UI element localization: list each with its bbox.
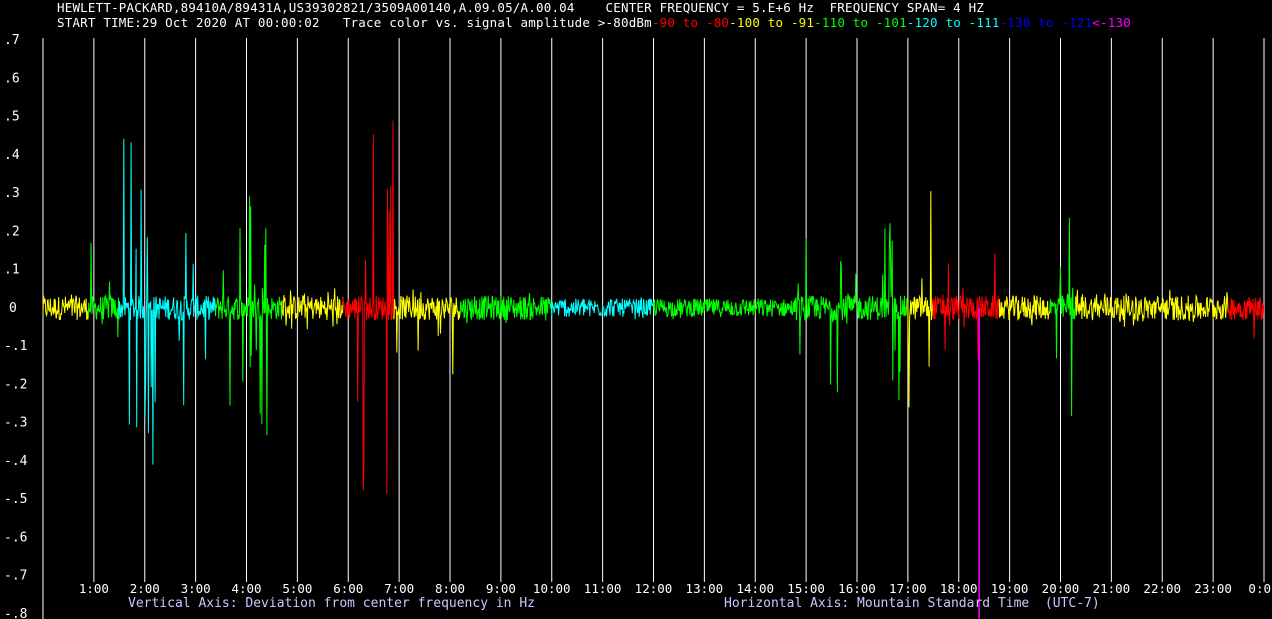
y-tick-label: -.1: [4, 339, 27, 354]
trace-segment: [174, 232, 217, 406]
y-tick-label: -.5: [4, 492, 27, 507]
x-tick-label: 12:00: [635, 581, 673, 596]
y-tick-label: .4: [4, 148, 20, 163]
x-tick-label: 22:00: [1143, 581, 1181, 596]
legend-segment: -120 to -111: [906, 15, 1000, 30]
y-tick-label: -.8: [4, 607, 27, 619]
trace-segment: [1049, 217, 1076, 417]
x-tick-label: 9:00: [486, 581, 516, 596]
legend-segment: -100 to -91: [729, 15, 815, 30]
trace-segment: [1075, 289, 1229, 327]
trace-segment: [459, 292, 552, 324]
trace-segment: [87, 242, 120, 338]
x-tick-label: 6:00: [333, 581, 363, 596]
horizontal-axis-title: Horizontal Axis: Mountain Standard Time …: [724, 596, 1100, 611]
color-legend: -90 to -80-100 to -91-110 to -101-120 to…: [652, 15, 1131, 30]
x-tick-label: 18:00: [940, 581, 978, 596]
legend-prefix: Trace color vs. signal amplitude >-80dBm: [342, 15, 652, 30]
x-tick-label: 14:00: [736, 581, 774, 596]
x-tick-label: 3:00: [181, 581, 211, 596]
trace-segment: [393, 289, 461, 375]
trace-segment: [215, 196, 283, 436]
signal-trace: [42, 120, 1265, 494]
x-tick-label: 1:00: [79, 581, 109, 596]
trace-segment: [42, 294, 89, 321]
legend-segment: -90 to -80: [651, 15, 730, 30]
x-tick-label: 4:00: [231, 581, 261, 596]
y-tick-label: -.2: [4, 377, 27, 392]
y-tick-label: .3: [4, 186, 20, 201]
trace-segment: [118, 138, 176, 465]
start-time: START TIME:29 Oct 2020 AT 00:00:02: [57, 15, 320, 30]
y-tick-label: -.6: [4, 530, 27, 545]
x-tick-label: 11:00: [584, 581, 622, 596]
trace-segment: [281, 288, 344, 330]
y-tick-labels: .7 .6 .5 .4 .3 .2 .1 0 -.1 -.2 -.3 -.4 -.5 -.6 -.7 -.8: [4, 33, 28, 619]
x-tick-label: 16:00: [838, 581, 876, 596]
x-tick-label: 17:00: [889, 581, 927, 596]
trace-segment: [342, 120, 394, 494]
x-tick-label: 0:0: [1248, 581, 1271, 596]
vertical-axis-title: Vertical Axis: Deviation from center fre…: [128, 596, 535, 611]
y-tick-label: .7: [4, 33, 20, 48]
trace-segment: [550, 297, 654, 320]
y-tick-label: -.3: [4, 416, 27, 431]
trace-segment: [998, 295, 1051, 326]
y-tick-label: .2: [4, 224, 20, 239]
start-time-legend-line: START TIME:29 Oct 2020 AT 00:00:02 Trace…: [57, 15, 1131, 30]
x-tick-label: 5:00: [282, 581, 312, 596]
x-tick-label: 15:00: [787, 581, 825, 596]
y-tick-label: .1: [4, 263, 20, 278]
x-tick-label: 19:00: [991, 581, 1029, 596]
trace-segment: [795, 223, 909, 401]
trace-segment: [932, 253, 1000, 361]
instrument-header: HEWLETT-PACKARD,89410A/89431A,US39302821…: [57, 0, 985, 15]
x-tick-label: 21:00: [1093, 581, 1131, 596]
y-tick-label: -.4: [4, 454, 28, 469]
y-tick-label: .6: [4, 71, 20, 86]
hour-gridlines: [42, 38, 1265, 619]
legend-segment: <-130: [1092, 15, 1131, 30]
trace-segment: [652, 298, 797, 320]
legend-segment: -130 to -121: [999, 15, 1093, 30]
x-tick-label: 10:00: [533, 581, 571, 596]
legend-segment: -110 to -101: [814, 15, 907, 30]
trace-segment: [1227, 296, 1265, 339]
x-tick-labels: 1:00 2:00 3:00 4:00 5:00 6:00 7:00 8:00 9:00 10:0…: [79, 581, 1271, 596]
x-tick-label: 23:00: [1194, 581, 1232, 596]
x-tick-label: 20:00: [1042, 581, 1080, 596]
x-tick-label: 13:00: [686, 581, 724, 596]
y-tick-label: 0: [9, 301, 17, 316]
x-tick-label: 7:00: [384, 581, 414, 596]
y-tick-label: -.7: [4, 569, 27, 584]
x-tick-label: 2:00: [130, 581, 160, 596]
y-tick-label: .5: [4, 110, 20, 125]
trace-segment: [907, 191, 934, 408]
x-tick-label: 8:00: [435, 581, 465, 596]
